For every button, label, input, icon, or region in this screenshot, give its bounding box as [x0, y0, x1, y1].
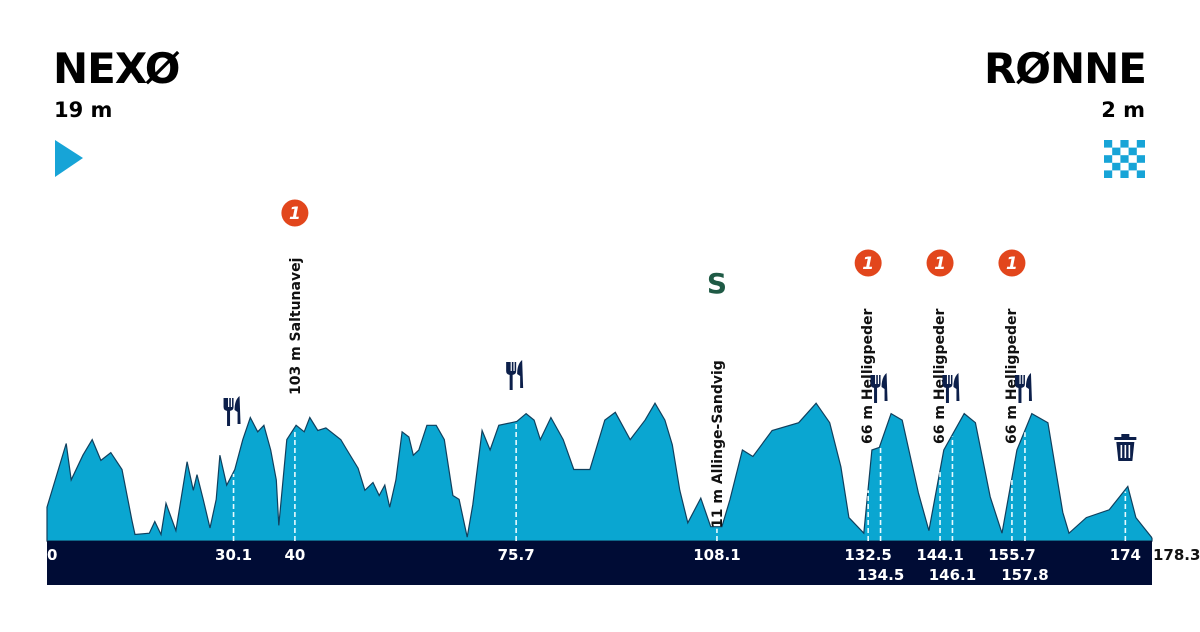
distance-tick-label: 75.7 — [498, 546, 535, 564]
fork-head — [870, 375, 881, 388]
checker-square — [1112, 162, 1121, 171]
distance-tick-label: 30.1 — [215, 546, 252, 564]
checker-square — [1104, 140, 1113, 148]
climb-label: 66 m Helligpeder — [932, 309, 948, 444]
finish-city: RØNNE — [983, 44, 1147, 93]
checkered-flag-icon — [1104, 140, 1145, 178]
climb-label: 66 m Helligpeder — [860, 309, 876, 444]
feed-zone-fork-knife-icon — [1014, 373, 1032, 403]
feed-zone-fork-knife-icon — [942, 373, 960, 403]
fork-handle — [227, 408, 231, 426]
fork-handle — [1018, 385, 1022, 403]
knife — [953, 373, 960, 401]
distance-tick-label: 146.1 — [929, 566, 976, 584]
feed-zone-fork-knife-icon — [506, 360, 524, 390]
fork-handle — [874, 385, 878, 403]
fork-handle — [945, 385, 949, 403]
kom-badge-circle — [998, 249, 1026, 277]
knife — [1025, 373, 1032, 401]
kom-category-number: 1 — [1006, 254, 1018, 274]
distance-axis-bar — [47, 541, 1152, 585]
checker-square — [1136, 170, 1145, 178]
climb-label: 66 m Helligpeder — [1004, 309, 1020, 444]
distance-tick-label: 0 — [47, 546, 57, 564]
checker-square — [1120, 155, 1129, 163]
kom-badge-circle — [281, 199, 309, 227]
finish-altitude: 2 m — [1101, 98, 1145, 122]
checker-square — [1104, 170, 1113, 178]
distance-tick-label: 144.1 — [916, 546, 963, 564]
play-triangle-icon — [55, 140, 83, 177]
checker-square — [1120, 170, 1129, 178]
climb-label: 103 m Saltunavej — [288, 258, 304, 395]
kom-category-badge: 1 — [926, 249, 954, 277]
trash-handle — [1121, 434, 1130, 437]
feed-zone-fork-knife-icon — [870, 373, 888, 403]
distance-tick-label: 157.8 — [1001, 566, 1048, 584]
checker-square — [1128, 147, 1137, 156]
trash-stripe — [1124, 445, 1127, 458]
start-altitude: 19 m — [54, 98, 113, 122]
checker-square — [1112, 147, 1121, 156]
knife — [881, 373, 888, 401]
checker-square — [1104, 155, 1113, 163]
fork-head — [506, 362, 517, 375]
checker-square — [1128, 162, 1137, 171]
distance-tick-label: 155.7 — [988, 546, 1035, 564]
kom-category-number: 1 — [934, 254, 946, 274]
kom-category-badge: 1 — [281, 199, 309, 227]
feed-zone-fork-knife-icon — [223, 396, 241, 426]
distance-tick-label: 132.5 — [844, 546, 891, 564]
start-city: NEXØ — [53, 44, 180, 93]
waste-zone-trash-icon — [1114, 434, 1137, 461]
profile-area — [46, 402, 1153, 542]
distance-tick-label: 40 — [284, 546, 305, 564]
sprint-icon: S — [707, 267, 727, 300]
distance-tick-label: 108.1 — [693, 546, 740, 564]
checker-square — [1120, 140, 1129, 148]
fork-head — [1014, 375, 1025, 388]
kom-category-number: 1 — [289, 204, 301, 224]
kom-badge-circle — [854, 249, 882, 277]
trash-stripe — [1128, 445, 1131, 458]
trash-stripe — [1120, 445, 1123, 458]
sprint-label: 11 m Allinge-Sandvig — [710, 360, 726, 528]
kom-category-number: 1 — [862, 254, 874, 274]
fork-head — [223, 398, 234, 411]
fork-handle — [509, 372, 513, 390]
knife — [234, 396, 241, 424]
distance-tick-label: 134.5 — [857, 566, 904, 584]
trash-lid — [1114, 437, 1137, 440]
distance-end-label: 178.3 — [1153, 546, 1200, 564]
kom-badge-circle — [926, 249, 954, 277]
knife — [517, 360, 524, 388]
kom-category-badge: 1 — [998, 249, 1026, 277]
fork-head — [942, 375, 953, 388]
checker-square — [1136, 140, 1145, 148]
distance-tick-label: 174 — [1110, 546, 1141, 564]
kom-category-badge: 1 — [854, 249, 882, 277]
checker-square — [1136, 155, 1145, 163]
